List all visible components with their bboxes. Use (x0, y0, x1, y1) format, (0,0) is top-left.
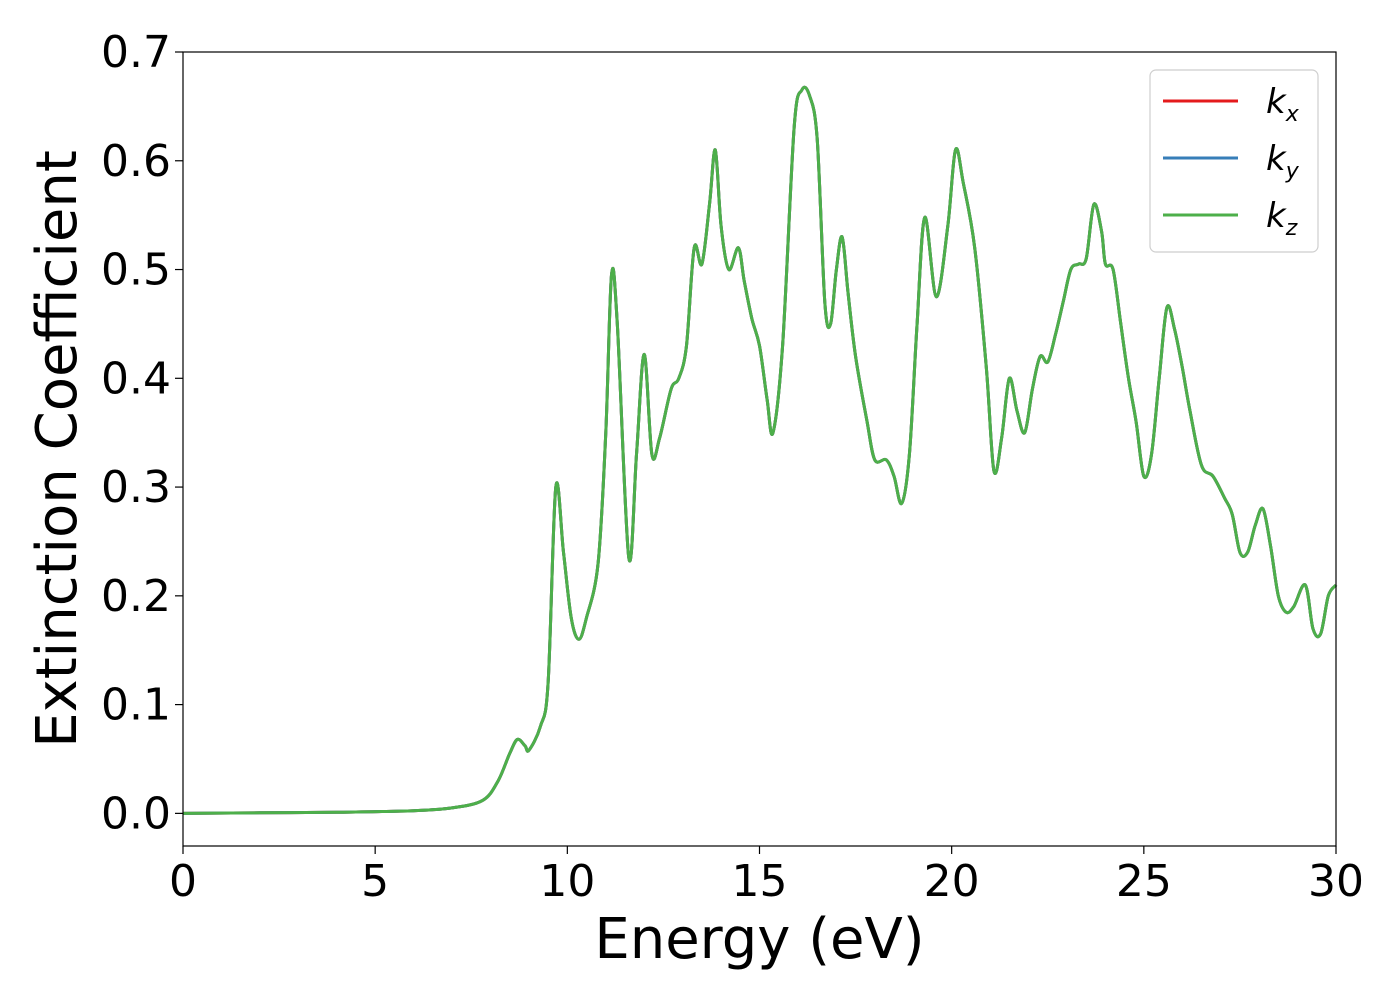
x-tick-label: 0 (169, 856, 197, 907)
y-tick-label: 0.6 (101, 136, 171, 187)
legend-label-ky: ky (1266, 139, 1300, 184)
y-tick-label: 0.1 (101, 680, 171, 731)
x-tick-label: 15 (732, 856, 788, 907)
plot-area (183, 52, 1336, 846)
legend-box (1149, 69, 1319, 253)
x-axis-ticks: 0 5 10 15 20 25 30 (169, 846, 1364, 907)
x-tick-label: 10 (539, 856, 595, 907)
series-line-kz (182, 85, 1338, 815)
x-tick-label: 25 (1116, 856, 1172, 907)
x-tick-label: 30 (1308, 856, 1364, 907)
legend: kx ky kz (1149, 69, 1319, 253)
series-lines (182, 85, 1338, 815)
legend-label-kx: kx (1266, 82, 1300, 127)
y-tick-label: 0.7 (101, 27, 171, 78)
x-axis-title: Energy (eV) (594, 907, 924, 972)
y-tick-label: 0.4 (101, 353, 171, 404)
y-axis-title: Extinction Coefficient (25, 150, 90, 748)
legend-label-kz: kz (1266, 196, 1298, 241)
y-tick-label: 0.0 (101, 788, 171, 839)
y-axis-ticks: 0.0 0.1 0.2 0.3 0.4 0.5 0.6 0.7 (101, 27, 183, 839)
x-tick-label: 20 (924, 856, 980, 907)
y-tick-label: 0.3 (101, 462, 171, 513)
y-tick-label: 0.2 (101, 571, 171, 622)
x-tick-label: 5 (361, 856, 389, 907)
y-tick-label: 0.5 (101, 245, 171, 296)
